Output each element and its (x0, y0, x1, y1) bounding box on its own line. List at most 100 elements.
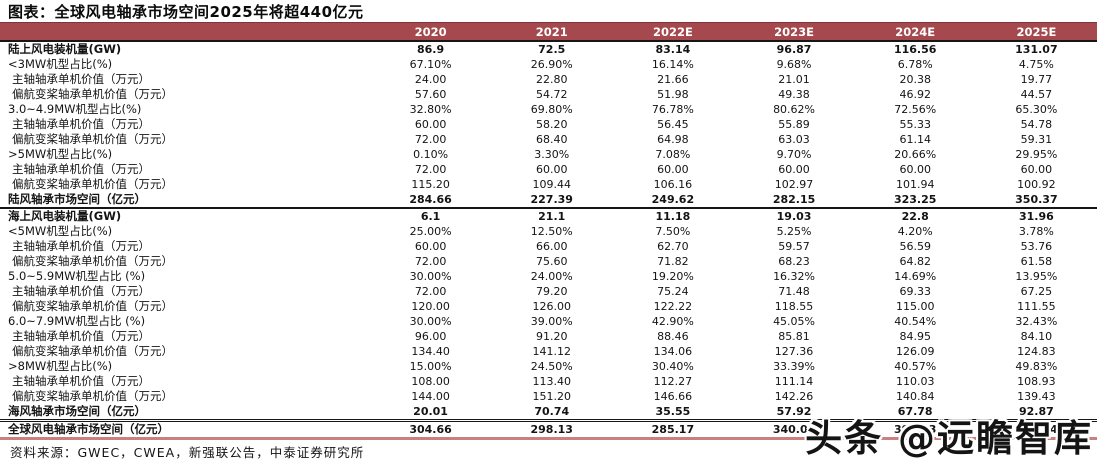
cell-value: 111.14 (774, 375, 814, 388)
cell-value: 122.22 (653, 300, 693, 313)
cell-value: 60.00 (1020, 163, 1053, 176)
cell-value: 71.48 (778, 285, 810, 298)
cell-value: 134.06 (653, 345, 693, 358)
cell-value: 30.00% (409, 270, 452, 283)
chart-title: 图表：全球风电轴承市场空间2025年将超440亿元 (8, 3, 364, 21)
cell-value: 24.50% (530, 360, 573, 373)
cell-value: 72.00 (414, 133, 447, 146)
cell-value: 46.92 (899, 88, 931, 101)
cell-value: 72.00 (414, 285, 447, 298)
cell-value: 126.09 (895, 345, 935, 358)
cell-value: 20.38 (899, 73, 931, 86)
cell-value: 24.00 (414, 73, 447, 86)
cell-value: 29.95% (1015, 148, 1058, 161)
cell-value: 6.1 (420, 210, 441, 223)
cell-value: 67.78 (854, 404, 976, 422)
cell-value: 350.37 (975, 192, 1097, 209)
cell-value: 66.00 (535, 240, 568, 253)
column-header: 2024E (854, 22, 976, 42)
cell-value: 49.38 (778, 88, 810, 101)
row-label: 偏航变桨轴承单机价值（万元） (12, 177, 173, 191)
cell-value: 58.20 (535, 118, 568, 131)
row-label: 5.0~5.9MW机型占比 (%) (8, 269, 146, 283)
cell-value: 108.00 (411, 375, 450, 388)
row-label: 陆上风电装机量(GW) (8, 42, 122, 56)
cell-value: 110.03 (895, 375, 935, 388)
cell-value: 4.75% (1018, 58, 1054, 71)
table-row: 全球风电轴承市场空间（亿元） 304.66 298.13 285.17 340.06 39… (0, 420, 1097, 440)
cell-value: 298.13 (491, 420, 613, 440)
cell-value: 55.89 (778, 118, 810, 131)
cell-value: 142.26 (774, 390, 814, 403)
cell-value: 71.82 (657, 255, 689, 268)
row-label: 主轴轴承单机价值（万元） (12, 239, 150, 253)
cell-value: 3.78% (1018, 225, 1054, 238)
cell-value: 30.00% (409, 315, 452, 328)
cell-value: 57.92 (733, 404, 855, 422)
row-label: 主轴轴承单机价值（万元） (12, 162, 150, 176)
column-header-label (0, 22, 370, 42)
cell-value: 108.93 (1017, 375, 1056, 388)
cell-value: 40.54% (894, 315, 937, 328)
cell-value: 109.44 (532, 178, 571, 191)
cell-value: 45.05% (773, 315, 816, 328)
cell-value: 92.87 (975, 404, 1097, 422)
cell-value: 116.56 (893, 43, 937, 56)
cell-value: 84.95 (899, 330, 931, 343)
cell-value: 19.20% (651, 270, 694, 283)
cell-value: 3.30% (534, 148, 570, 161)
cell-value: 96.87 (776, 43, 812, 56)
table-row: 偏航变桨轴承单机价值（万元） 72.00 75.60 71.82 68.23 64.82 6… (0, 254, 1097, 269)
cell-value: 151.20 (532, 390, 571, 403)
cell-value: 31.96 (1018, 210, 1054, 223)
row-label: 3.0~4.9MW机型占比(%) (8, 102, 142, 116)
cell-value: 0.10% (413, 148, 449, 161)
cell-value: 6.78% (897, 58, 933, 71)
column-header: 2025E (975, 22, 1097, 42)
row-label: <5MW机型占比(%) (8, 224, 113, 238)
cell-value: 32.43% (1015, 315, 1058, 328)
table-row: 主轴轴承单机价值（万元） 72.00 79.20 75.24 71.48 69.33 67.… (0, 284, 1097, 299)
cell-value: 284.66 (370, 192, 492, 209)
row-label: 主轴轴承单机价值（万元） (12, 117, 150, 131)
cell-value: 61.14 (899, 133, 931, 146)
cell-value: 63.03 (778, 133, 810, 146)
cell-value: 30.40% (651, 360, 694, 373)
cell-value: 101.94 (895, 178, 935, 191)
cell-value: 21.66 (657, 73, 689, 86)
cell-value: 72.5 (538, 43, 566, 56)
row-label: 偏航变桨轴承单机价值（万元） (12, 132, 173, 146)
table-row: 海上风电装机量(GW) 6.1 21.1 11.18 19.03 22.8 31.96 (0, 208, 1097, 224)
cell-value: 88.46 (657, 330, 689, 343)
cell-value: 139.43 (1017, 390, 1056, 403)
cell-value: 86.9 (417, 43, 445, 56)
cell-value: 68.40 (535, 133, 568, 146)
cell-value: 42.90% (651, 315, 694, 328)
cell-value: 53.76 (1020, 240, 1053, 253)
cell-value: 56.45 (657, 118, 689, 131)
cell-value: 12.50% (530, 225, 573, 238)
cell-value: 9.68% (776, 58, 812, 71)
cell-value: 115.00 (895, 300, 935, 313)
table-row: 陆上风电装机量(GW) 86.9 72.5 83.14 96.87 116.56 131.0… (0, 41, 1097, 57)
cell-value: 57.60 (414, 88, 447, 101)
cell-value: 227.39 (491, 192, 613, 209)
cell-value: 249.62 (612, 192, 734, 209)
cell-value: 304.66 (370, 420, 492, 440)
cell-value: 127.36 (774, 345, 814, 358)
cell-value: 102.97 (774, 178, 814, 191)
cell-value: 72.56% (894, 103, 937, 116)
cell-value: 106.16 (653, 178, 693, 191)
table-row: 海风轴承市场空间（亿元） 20.01 70.74 35.55 57.92 67.78 92.… (0, 404, 1097, 422)
cell-value: 54.72 (535, 88, 568, 101)
column-header: 2020 (370, 22, 492, 42)
cell-value: 54.78 (1020, 118, 1053, 131)
table-row: <5MW机型占比(%) 25.00% 12.50% 7.50% 5.25% 4.20% 3.… (0, 224, 1097, 239)
cell-value: 32.80% (409, 103, 452, 116)
cell-value: 120.00 (411, 300, 450, 313)
cell-value: 391.03 (854, 420, 976, 440)
cell-value: 44.57 (1020, 88, 1053, 101)
cell-value: 59.57 (778, 240, 810, 253)
column-header: 2022E (612, 22, 734, 42)
cell-value: 72.00 (414, 255, 447, 268)
